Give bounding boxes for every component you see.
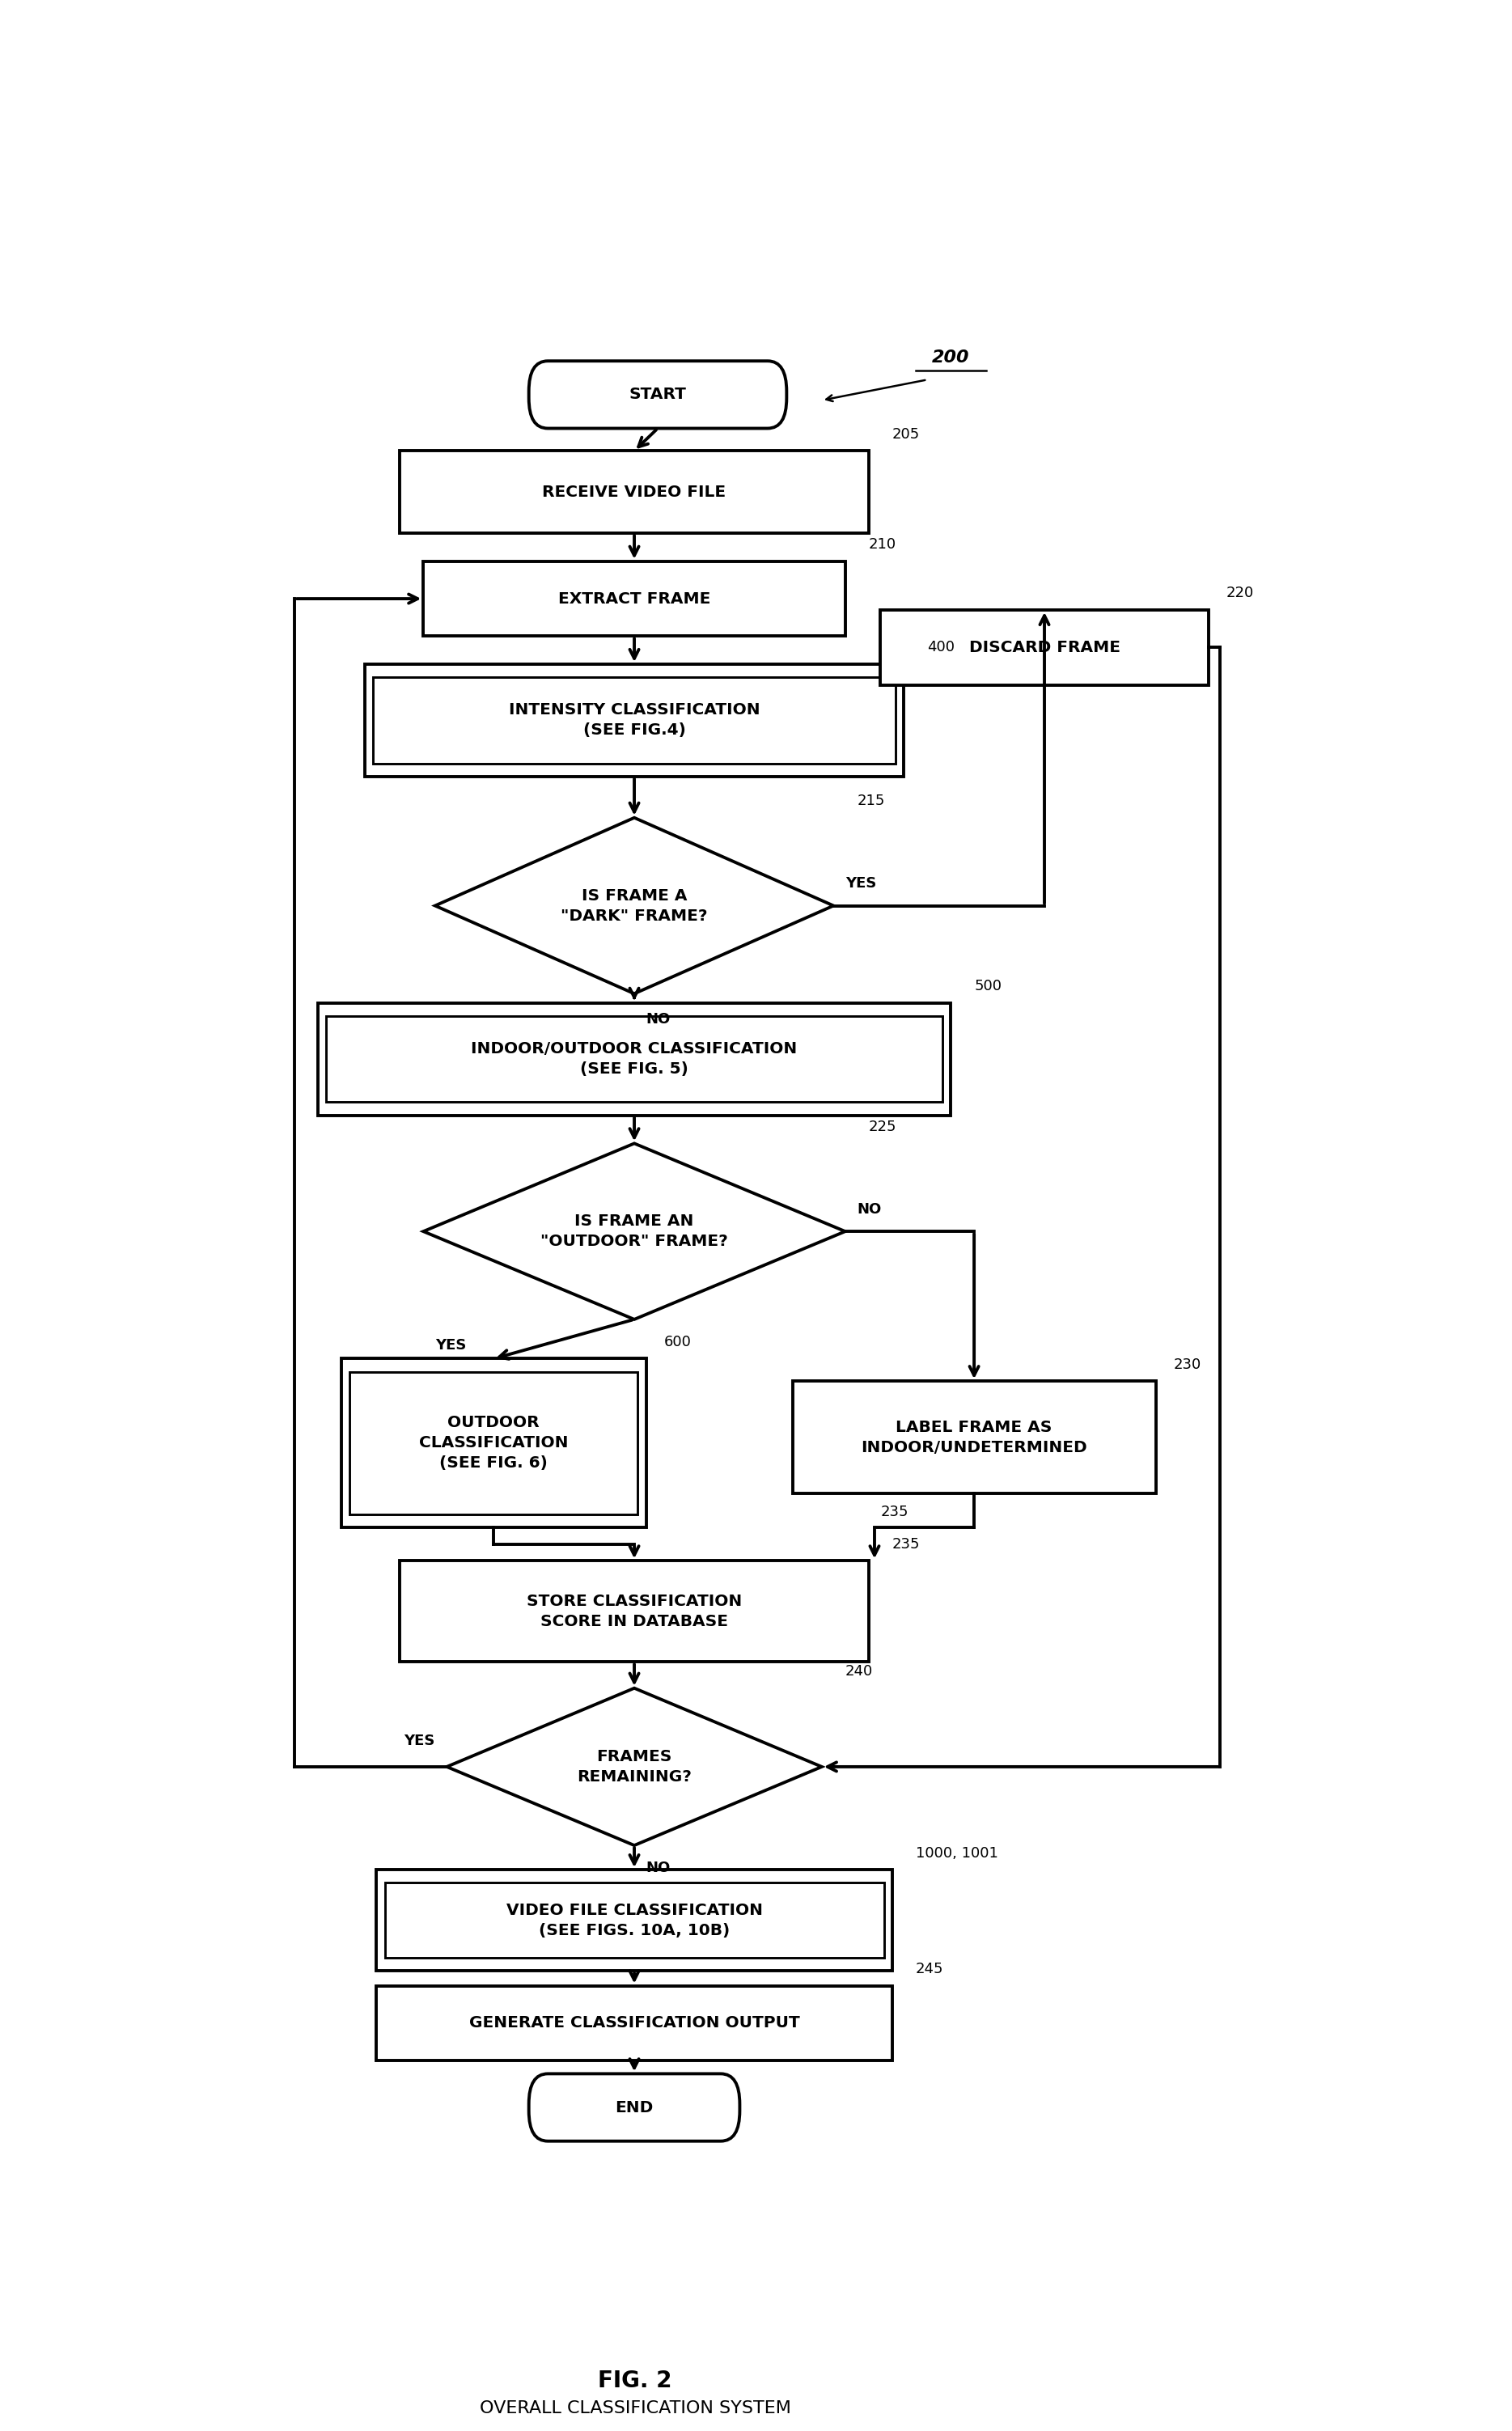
- Text: STORE CLASSIFICATION
SCORE IN DATABASE: STORE CLASSIFICATION SCORE IN DATABASE: [526, 1595, 742, 1629]
- Text: 225: 225: [869, 1121, 897, 1133]
- Text: GENERATE CLASSIFICATION OUTPUT: GENERATE CLASSIFICATION OUTPUT: [469, 2015, 800, 2030]
- FancyBboxPatch shape: [529, 2074, 739, 2142]
- Bar: [349, 1371, 638, 1515]
- Text: NO: NO: [646, 1011, 670, 1026]
- Text: YES: YES: [845, 875, 877, 890]
- Text: END: END: [615, 2100, 653, 2115]
- Text: 205: 205: [892, 428, 919, 442]
- Bar: [342, 1359, 646, 1527]
- Text: 200: 200: [931, 350, 969, 365]
- Text: OUTDOOR
CLASSIFICATION
(SEE FIG. 6): OUTDOOR CLASSIFICATION (SEE FIG. 6): [419, 1415, 569, 1471]
- Text: LABEL FRAME AS
INDOOR/UNDETERMINED: LABEL FRAME AS INDOOR/UNDETERMINED: [860, 1420, 1087, 1456]
- Bar: [376, 1986, 892, 2061]
- FancyBboxPatch shape: [529, 360, 786, 428]
- Text: 245: 245: [916, 1962, 943, 1976]
- Text: 400: 400: [927, 639, 954, 654]
- Text: YES: YES: [404, 1733, 435, 1748]
- Text: IS FRAME A
"DARK" FRAME?: IS FRAME A "DARK" FRAME?: [561, 887, 708, 924]
- Text: 500: 500: [974, 980, 1001, 994]
- Bar: [384, 1882, 885, 1957]
- Polygon shape: [448, 1687, 823, 1845]
- Text: 235: 235: [892, 1536, 919, 1551]
- Text: 210: 210: [869, 537, 897, 552]
- Text: FIG. 2: FIG. 2: [599, 2370, 671, 2392]
- Bar: [318, 1004, 951, 1116]
- Text: 220: 220: [1226, 586, 1253, 600]
- Text: VIDEO FILE CLASSIFICATION
(SEE FIGS. 10A, 10B): VIDEO FILE CLASSIFICATION (SEE FIGS. 10A…: [507, 1903, 762, 1938]
- Text: 230: 230: [1173, 1356, 1201, 1371]
- Bar: [364, 664, 904, 775]
- Bar: [423, 562, 845, 637]
- Text: START: START: [629, 387, 686, 404]
- Text: 240: 240: [845, 1665, 872, 1680]
- Text: DISCARD FRAME: DISCARD FRAME: [969, 639, 1120, 654]
- Bar: [399, 450, 869, 532]
- Text: NO: NO: [646, 1860, 670, 1874]
- Bar: [399, 1561, 869, 1663]
- Text: INDOOR/OUTDOOR CLASSIFICATION
(SEE FIG. 5): INDOOR/OUTDOOR CLASSIFICATION (SEE FIG. …: [472, 1040, 797, 1077]
- Text: 1000, 1001: 1000, 1001: [916, 1845, 998, 1860]
- Text: IS FRAME AN
"OUTDOOR" FRAME?: IS FRAME AN "OUTDOOR" FRAME?: [541, 1213, 727, 1250]
- Text: INTENSITY CLASSIFICATION
(SEE FIG.4): INTENSITY CLASSIFICATION (SEE FIG.4): [508, 703, 761, 739]
- Text: NO: NO: [857, 1201, 881, 1216]
- Bar: [327, 1016, 942, 1101]
- Text: YES: YES: [435, 1337, 466, 1352]
- Text: 235: 235: [880, 1505, 909, 1519]
- Polygon shape: [423, 1143, 845, 1320]
- Bar: [376, 1869, 892, 1972]
- Text: 215: 215: [857, 795, 885, 810]
- Bar: [792, 1381, 1155, 1493]
- Text: FRAMES
REMAINING?: FRAMES REMAINING?: [578, 1748, 691, 1784]
- Text: 600: 600: [664, 1335, 691, 1349]
- Bar: [373, 678, 895, 763]
- Text: EXTRACT FRAME: EXTRACT FRAME: [558, 591, 711, 605]
- Polygon shape: [435, 817, 833, 994]
- Text: RECEIVE VIDEO FILE: RECEIVE VIDEO FILE: [543, 484, 726, 501]
- Text: OVERALL CLASSIFICATION SYSTEM: OVERALL CLASSIFICATION SYSTEM: [479, 2399, 791, 2416]
- Bar: [880, 610, 1208, 686]
